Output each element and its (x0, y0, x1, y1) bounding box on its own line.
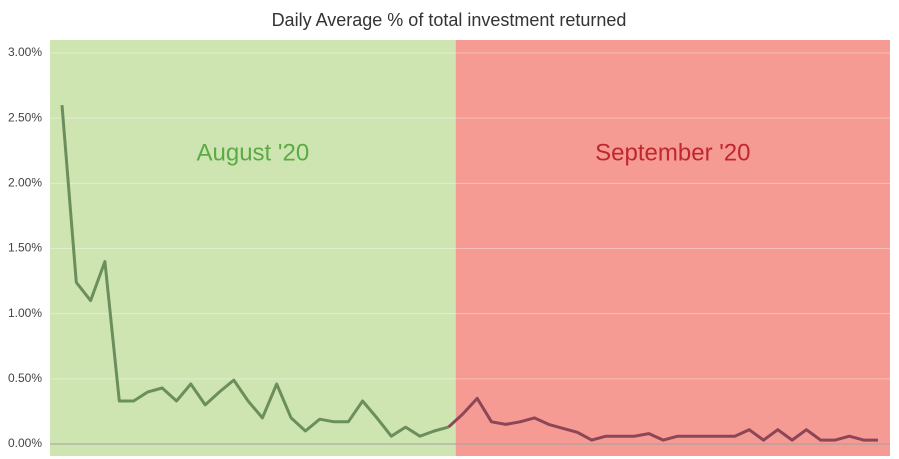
region (455, 40, 890, 456)
line (60, 104, 449, 438)
y-tick-label: 3.00% (8, 45, 42, 59)
y-tick-label: 2.00% (8, 176, 42, 190)
chart-title: Daily Average % of total investment retu… (272, 10, 627, 30)
y-tick-label: 1.00% (8, 306, 42, 320)
lines (60, 104, 878, 442)
connector (447, 412, 464, 429)
line (461, 396, 878, 442)
y-tick-label: 0.00% (8, 436, 42, 450)
region-label: August '20 (197, 139, 310, 166)
region-label: September '20 (595, 139, 750, 166)
y-tick-label: 0.50% (8, 371, 42, 385)
y-tick-label: 1.50% (8, 241, 42, 255)
y-tick-label: 2.50% (8, 110, 42, 124)
grid: 0.00% 0.50% 1.00% 1.50% 2.00% 2.50% 3.00% (8, 45, 890, 450)
